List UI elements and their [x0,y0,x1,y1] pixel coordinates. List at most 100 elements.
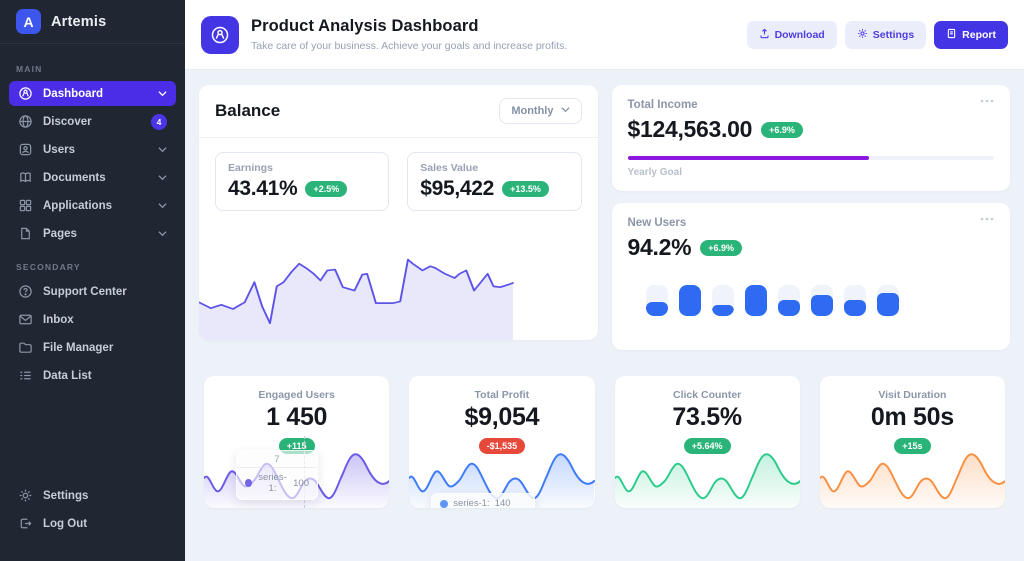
balance-area-chart[interactable] [199,221,598,340]
settings-button-label: Settings [872,28,915,41]
app-logo[interactable]: A Artemis [0,0,185,43]
more-options-icon[interactable] [980,99,994,103]
page-icon [18,226,33,241]
sidebar-item-label: Discover [43,115,92,128]
new-users-bar-fill [645,302,668,316]
new-users-bar-fill [843,299,866,316]
visit-duration-delta-badge: +15s [894,438,931,454]
click-counter-card: Click Counter 73.5% +5.64% [614,376,800,508]
earnings-label: Earnings [228,162,273,174]
series-dot-icon [245,479,252,487]
total-income-delta-badge: +6.9% [761,121,803,138]
sales-value-label: Sales Value [420,162,479,174]
tooltip-series-value: 140 [494,498,511,508]
sidebar-item-label: Inbox [43,313,74,326]
notification-badge: 4 [151,113,167,130]
settings-button[interactable]: Settings [844,20,927,49]
chevron-down-icon [158,89,167,98]
new-users-bar-fill [810,294,833,316]
engaged-users-label: Engaged Users [258,389,335,401]
page-title: Product Analysis Dashboard [251,17,479,35]
sidebar-item-discover[interactable]: Discover 4 [9,109,176,134]
sidebar-item-applications[interactable]: Applications [9,193,176,218]
chevron-down-icon [158,173,167,182]
help-icon [18,284,33,299]
total-income-card: Total Income $124,563.00 +6.9% Yearly Go… [611,85,1010,191]
sidebar-item-file-manager[interactable]: File Manager [9,335,176,360]
inbox-icon [18,312,33,327]
report-button-label: Report [962,28,996,41]
sidebar-item-documents[interactable]: Documents [9,165,176,190]
new-users-bar-fill [678,285,701,316]
sidebar-item-label: Applications [43,199,113,212]
click-counter-label: Click Counter [672,389,742,401]
download-icon [759,28,770,42]
sidebar-item-label: Pages [43,227,77,240]
chevron-down-icon [560,105,570,117]
sidebar-item-support-center[interactable]: Support Center [9,279,176,304]
click-counter-sparkline[interactable] [614,450,800,508]
tooltip-series-label: series-1: [258,472,287,494]
new-users-bar-fill [744,285,767,316]
total-income-label: Total Income [627,99,698,111]
sidebar-item-data-list[interactable]: Data List [9,363,176,388]
new-users-bar [876,285,899,316]
sidebar-item-users[interactable]: Users [9,137,176,162]
sidebar-item-label: Documents [43,171,106,184]
visit-duration-sparkline[interactable] [819,450,1005,508]
total-profit-value: $9,054 [464,403,540,431]
visit-duration-value: 0m 50s [870,403,954,431]
page-subtitle: Take care of your business. Achieve your… [251,40,568,52]
sidebar-divider [0,43,185,44]
download-button[interactable]: Download [746,20,837,49]
new-users-card: New Users 94.2% +6.9% [611,203,1010,350]
yearly-goal-progress [627,156,994,160]
sidebar-item-label: Dashboard [43,87,104,100]
new-users-bar-chart[interactable] [628,285,995,316]
sidebar-item-label: Data List [43,369,92,382]
folder-icon [18,340,33,355]
engaged-users-card: Engaged Users 1 450 +115 7 series-1: 100 [204,376,390,508]
sidebar-item-log-out[interactable]: Log Out [9,511,176,536]
sales-value-stat-box: Sales Value $95,422 +13.5% [407,152,582,211]
sidebar-item-dashboard[interactable]: Dashboard [9,81,176,106]
chevron-down-icon [158,201,167,210]
sidebar-item-inbox[interactable]: Inbox [9,307,176,332]
click-counter-value: 73.5% [672,403,742,431]
more-options-icon[interactable] [980,217,994,221]
balance-card: Balance Monthly Earnings 43.41% +2.5% [199,85,598,340]
new-users-bar [678,285,701,316]
sidebar-item-settings[interactable]: Settings [9,483,176,508]
report-icon [946,28,957,42]
balance-title: Balance [215,101,281,120]
yearly-goal-label: Yearly Goal [627,167,682,178]
new-users-bar-fill [777,299,800,316]
report-button[interactable]: Report [934,20,1008,49]
sidebar-nav: MAIN Dashboard Discover 4 Users [0,44,185,391]
sidebar-item-pages[interactable]: Pages [9,221,176,246]
chevron-down-icon [158,145,167,154]
sidebar-item-label: Log Out [43,517,88,530]
total-profit-label: Total Profit [474,389,530,401]
list-icon [18,368,33,383]
total-profit-delta-badge: -$1,535 [478,438,526,454]
sidebar-item-label: Settings [43,489,89,502]
user-icon [18,142,33,157]
dashboard-app-icon [201,15,239,54]
new-users-bar [744,285,767,316]
new-users-bar [777,285,800,316]
balance-divider [199,137,598,138]
download-button-label: Download [774,28,825,41]
period-select[interactable]: Monthly [499,98,582,124]
new-users-bar [711,285,734,316]
section-label-main: MAIN [16,64,43,74]
chevron-down-icon [158,229,167,238]
yearly-goal-progress-fill [627,156,870,160]
sales-delta-badge: +13.5% [502,181,549,197]
visit-duration-label: Visit Duration [878,389,947,401]
main-area: Product Analysis Dashboard Take care of … [185,0,1024,561]
earnings-stat-box: Earnings 43.41% +2.5% [215,152,390,211]
page-header: Product Analysis Dashboard Take care of … [185,0,1024,70]
app-name: Artemis [51,13,107,30]
